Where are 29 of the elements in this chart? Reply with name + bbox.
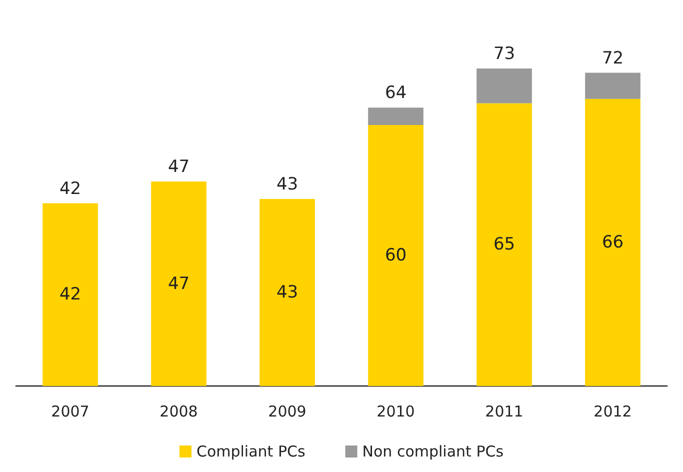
data-label: 66: [602, 232, 624, 252]
bar: [151, 182, 206, 386]
data-label: 47: [168, 274, 190, 294]
total-label: 43: [276, 174, 298, 194]
data-label: 65: [493, 234, 516, 255]
bar: [42, 203, 98, 386]
data-label: 60: [384, 246, 407, 266]
bar: [368, 125, 424, 386]
total-label: 47: [168, 157, 190, 178]
legend-label: Non compliant PCs: [362, 442, 504, 460]
data-label: 43: [276, 282, 298, 302]
bar: [260, 198, 315, 386]
legend-label: Compliant PCs: [196, 442, 306, 460]
x-tick-label: 2011: [485, 402, 524, 420]
total-label: 64: [384, 83, 407, 104]
x-tick-label: 2007: [51, 402, 90, 420]
bar: [476, 103, 532, 386]
x-tick-label: 2008: [160, 402, 198, 420]
total-label: 72: [602, 48, 624, 68]
bar: [585, 98, 640, 386]
x-tick-label: 2012: [594, 402, 632, 420]
bar: [368, 108, 424, 125]
total-label: 42: [59, 178, 82, 199]
total-label: 73: [493, 44, 516, 64]
x-tick-label: 2009: [268, 402, 306, 420]
x-tick-label: 2010: [376, 402, 415, 420]
data-label: 42: [59, 284, 82, 305]
bar: [585, 72, 640, 99]
bar: [476, 68, 532, 104]
